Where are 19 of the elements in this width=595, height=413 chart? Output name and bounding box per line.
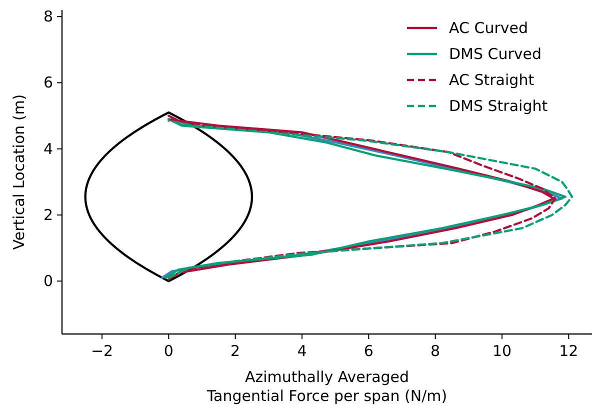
legend-label: DMS Curved	[449, 45, 542, 63]
x-tick-label: 12	[559, 342, 578, 360]
y-tick-label: 6	[43, 74, 53, 92]
x-tick-label: 8	[430, 342, 440, 360]
y-tick-label: 2	[43, 206, 53, 224]
y-tick-label: 8	[43, 8, 53, 26]
x-tick-label: −2	[90, 342, 114, 360]
legend-label: AC Curved	[449, 19, 528, 37]
y-tick-label: 4	[43, 140, 53, 158]
x-tick-label: 10	[492, 342, 512, 360]
x-tick-label: 0	[164, 342, 174, 360]
x-tick-label: 4	[297, 342, 307, 360]
y-axis-title: Vertical Location (m)	[10, 94, 28, 250]
x-tick-label: 2	[230, 342, 240, 360]
legend-label: DMS Straight	[449, 97, 548, 115]
legend-label: AC Straight	[449, 71, 534, 89]
x-tick-label: 6	[364, 342, 374, 360]
y-tick-label: 0	[43, 272, 53, 290]
x-axis-title: Azimuthally Averaged Tangential Force per span (N/m)	[206, 368, 448, 405]
